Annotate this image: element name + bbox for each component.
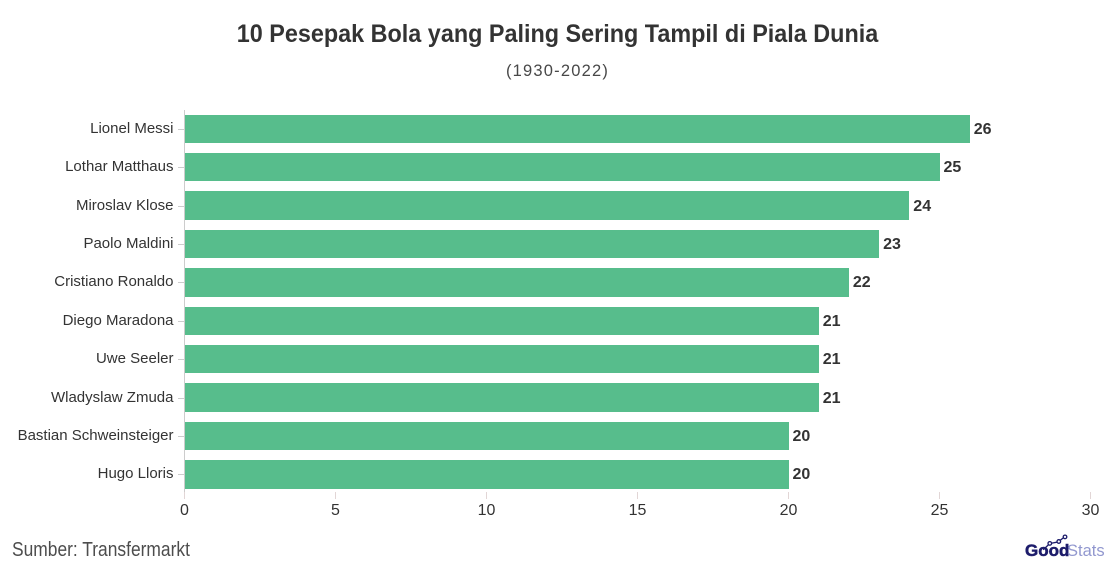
svg-text:Good: Good	[1025, 541, 1069, 560]
svg-text:Stats: Stats	[1067, 542, 1105, 560]
